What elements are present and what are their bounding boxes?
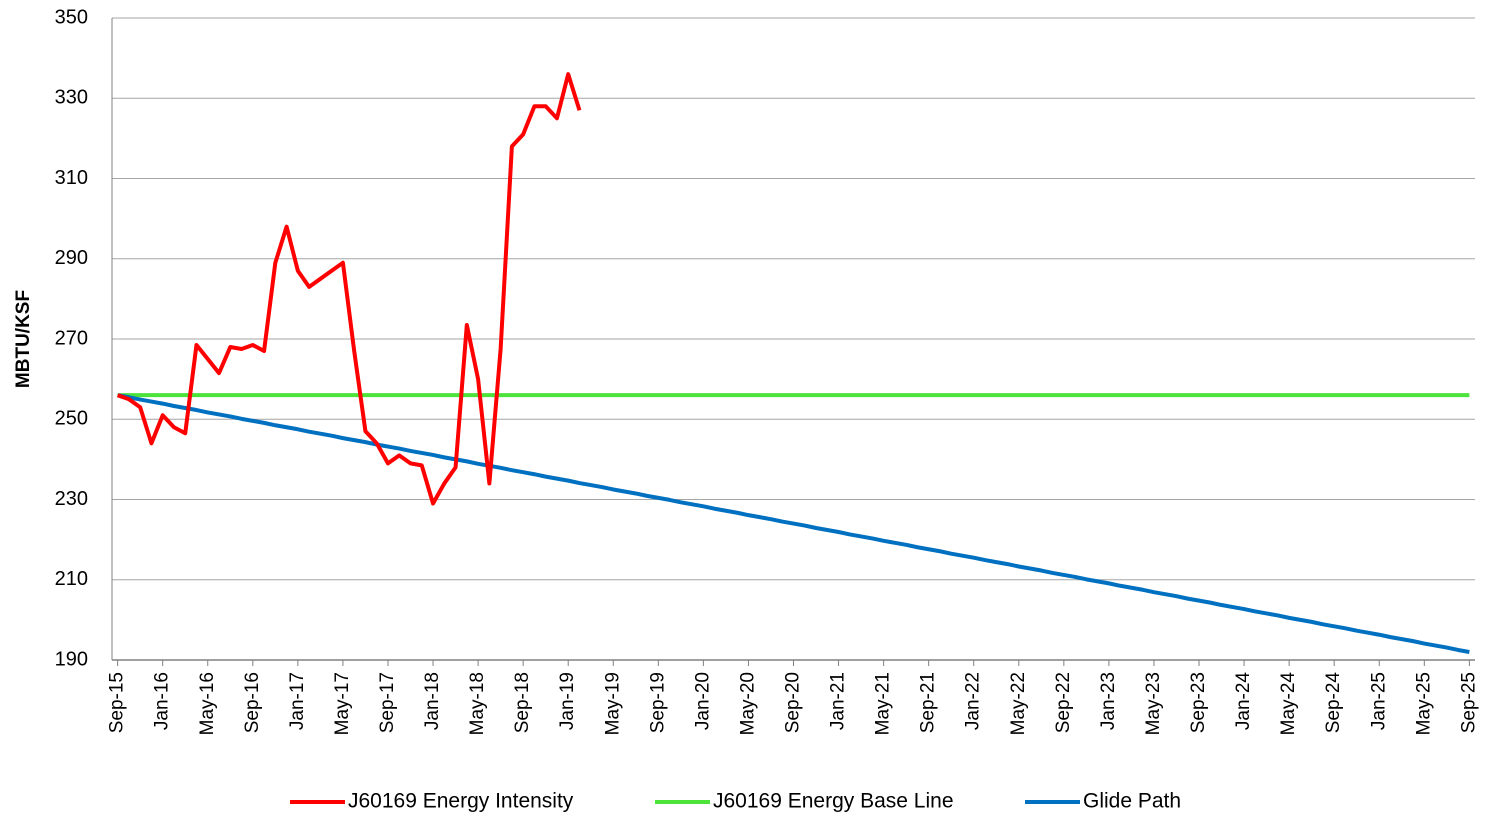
legend-label: J60169 Energy Intensity	[348, 790, 574, 813]
y-tick-label: 250	[55, 408, 88, 430]
x-tick-label: Sep-21	[918, 672, 939, 733]
x-tick-label: Sep-22	[1053, 672, 1074, 733]
x-tick-label: Jan-21	[828, 672, 849, 730]
x-tick-label: Sep-16	[242, 672, 263, 733]
x-tick-label: May-21	[873, 672, 894, 735]
x-tick-label: May-17	[332, 672, 353, 735]
x-tick-label: Sep-18	[512, 672, 533, 733]
x-tick-label: May-19	[602, 672, 623, 735]
x-tick-label: Sep-24	[1323, 672, 1344, 734]
data-line	[116, 72, 582, 506]
y-tick-label: 350	[55, 6, 88, 28]
x-tick-label: Jan-23	[1098, 672, 1119, 730]
data-line	[117, 393, 1470, 654]
x-tick-label: Jan-20	[692, 672, 713, 730]
x-tick-label: Sep-17	[377, 672, 398, 733]
x-tick-label: May-16	[197, 672, 218, 735]
x-tick-label: May-23	[1143, 672, 1164, 735]
x-tick-label: Sep-19	[647, 672, 668, 733]
x-tick-label: Jan-24	[1233, 672, 1254, 731]
y-tick-label: 210	[55, 568, 88, 590]
x-tick-label: Jan-18	[422, 672, 443, 730]
x-tick-label: Jan-22	[963, 672, 984, 730]
x-tick-label: May-24	[1278, 672, 1299, 736]
x-tick-label: Jan-19	[557, 672, 578, 730]
x-tick-label: Jan-17	[287, 672, 308, 730]
x-tick-label: Sep-25	[1458, 672, 1479, 733]
x-tick-label: May-18	[467, 672, 488, 735]
x-tick-label: May-20	[737, 672, 758, 735]
x-tick-label: Sep-23	[1188, 672, 1209, 733]
x-tick-label: Jan-25	[1368, 672, 1389, 730]
legend-label: Glide Path	[1083, 790, 1181, 813]
y-tick-label: 230	[55, 488, 88, 510]
y-tick-label: 190	[55, 648, 88, 670]
legend-label: J60169 Energy Base Line	[713, 790, 954, 813]
y-tick-label: 310	[55, 167, 88, 189]
x-tick-label: Jan-16	[152, 672, 173, 730]
y-axis-label: MBTU/KSF	[13, 290, 34, 388]
y-tick-label: 290	[55, 247, 88, 269]
y-tick-label: 270	[55, 327, 88, 349]
x-tick-label: May-25	[1413, 672, 1434, 735]
x-tick-label: Sep-15	[107, 672, 128, 733]
x-tick-label: Sep-20	[783, 672, 804, 733]
y-tick-label: 330	[55, 87, 88, 109]
x-tick-label: May-22	[1008, 672, 1029, 735]
